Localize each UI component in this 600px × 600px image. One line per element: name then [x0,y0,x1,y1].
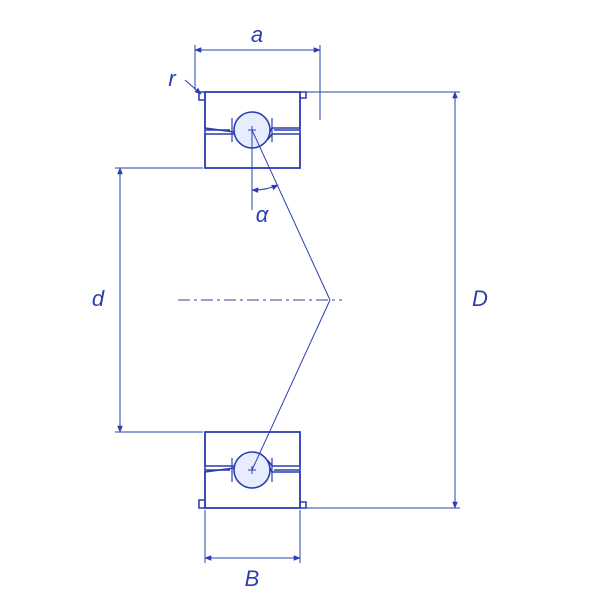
leader-r [185,80,201,94]
dimension-a [195,45,320,120]
label-D: D [472,286,488,311]
bearing-diagram: a r α d D B [0,0,600,600]
label-a: a [251,22,263,47]
dimension-B [205,510,300,563]
label-alpha: α [256,202,270,227]
label-B: B [245,566,260,591]
label-d: d [92,286,105,311]
label-r: r [168,66,177,91]
